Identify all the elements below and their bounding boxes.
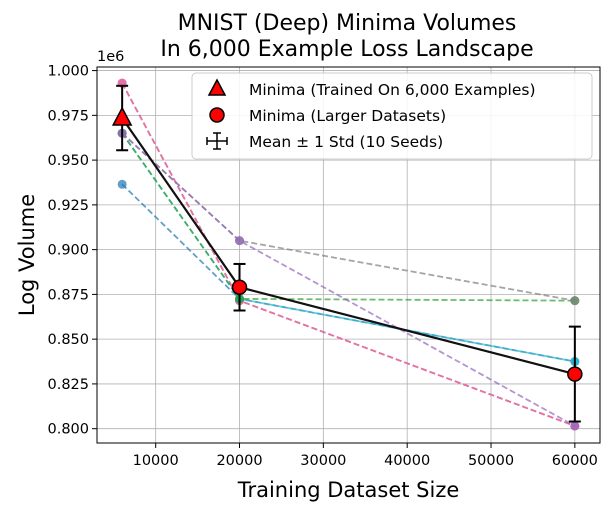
legend-label: Mean ± 1 Std (10 Seeds) <box>249 133 443 151</box>
plot-frame <box>96 66 601 444</box>
x-axis-ticks: 10000 20000 30000 40000 50000 60000 <box>133 443 598 469</box>
y-tick-label: 0.975 <box>47 108 89 124</box>
y-tick-label: 0.800 <box>47 422 89 438</box>
y-tick-label: 0.950 <box>47 153 89 169</box>
x-tick-label: 10000 <box>133 453 179 469</box>
chart-title: MNIST (Deep) Minima Volumes In 6,000 Exa… <box>160 11 533 62</box>
y-axis-ticks: 0.800 0.825 0.850 0.875 0.900 0.925 0.950 0.975… <box>47 64 97 438</box>
legend-label: Minima (Larger Datasets) <box>249 107 446 125</box>
mean-line-group <box>111 84 583 423</box>
legend-marker-triangle <box>207 78 227 96</box>
seed-line-4 <box>121 132 576 363</box>
legend-marker-circle <box>209 107 225 123</box>
y-tick-label: 0.925 <box>47 198 89 214</box>
y-tick-label: 0.850 <box>47 332 89 348</box>
y-tick-label: 0.825 <box>47 377 89 393</box>
x-tick-label: 30000 <box>300 453 346 469</box>
mean-marker-circle <box>567 366 583 382</box>
x-tick-label: 20000 <box>216 453 262 469</box>
y-tick-label: 0.900 <box>47 243 89 259</box>
x-tick-label: 60000 <box>552 453 598 469</box>
mean-marker-triangle <box>111 106 133 126</box>
seed-point <box>117 179 127 189</box>
mean-marker-circle <box>231 279 248 295</box>
y-tick-label: 1.000 <box>47 64 89 80</box>
y-offset-label: 1e6 <box>97 49 124 65</box>
legend-box <box>191 72 593 160</box>
legend-label: Minima (Trained On 6,000 Examples) <box>249 81 536 99</box>
x-tick-label: 50000 <box>468 453 514 469</box>
legend: Minima (Trained On 6,000 Examples) Minima… <box>191 72 593 160</box>
y-tick-label: 0.875 <box>47 287 89 303</box>
seed-line-7 <box>121 132 576 427</box>
seed-point <box>235 236 245 246</box>
chart-title-line-2: In 6,000 Example Loss Landscape <box>160 37 533 62</box>
seed-point <box>570 421 580 431</box>
chart-title-line-1: MNIST (Deep) Minima Volumes <box>178 11 517 36</box>
y-axis-label: Log Volume <box>15 194 39 316</box>
seed-point <box>570 296 580 306</box>
x-axis-label: Training Dataset Size <box>237 478 460 502</box>
x-tick-label: 40000 <box>384 453 430 469</box>
